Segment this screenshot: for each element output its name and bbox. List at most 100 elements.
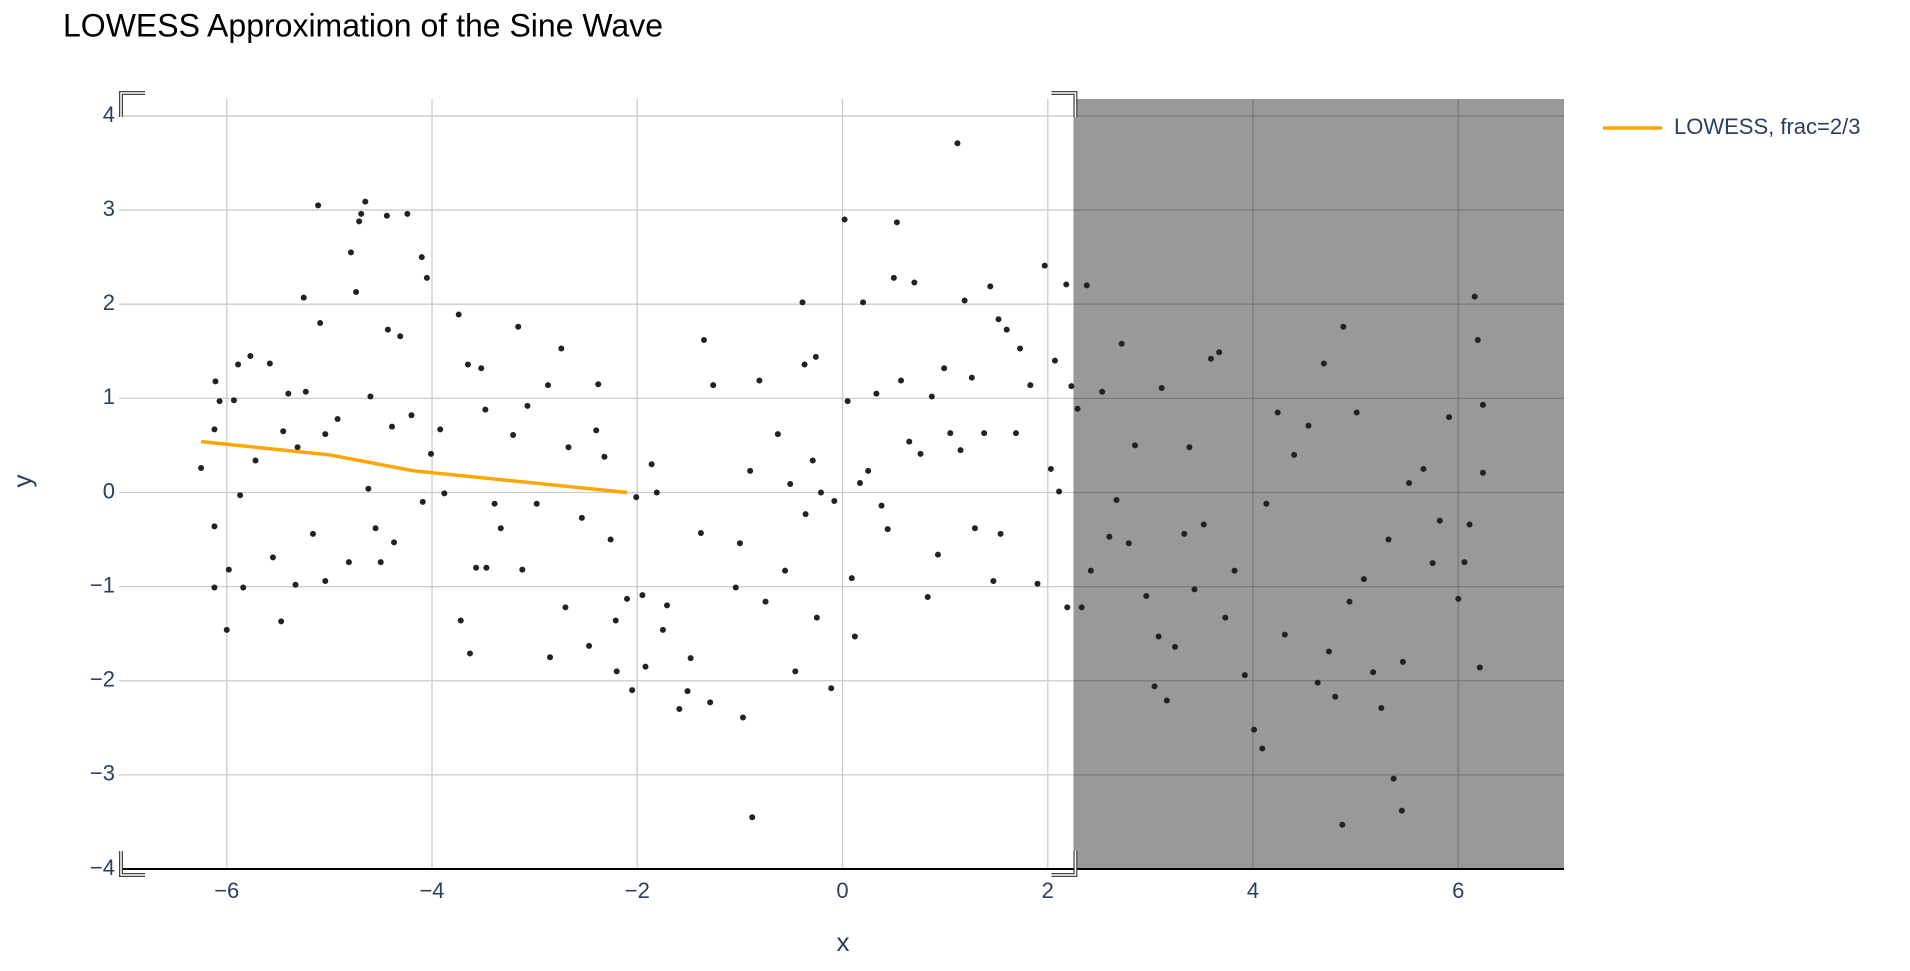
x-tick-label: −4 <box>419 878 444 903</box>
point <box>418 254 425 261</box>
point <box>1207 355 1214 362</box>
point <box>624 595 631 602</box>
point <box>1251 726 1258 733</box>
point <box>457 617 464 624</box>
point <box>1420 465 1427 472</box>
point <box>384 326 391 333</box>
point <box>987 283 994 290</box>
point <box>347 249 354 256</box>
point <box>1471 293 1478 300</box>
point <box>613 668 620 675</box>
point <box>300 294 307 301</box>
point <box>1163 697 1170 704</box>
point <box>198 464 205 471</box>
point <box>736 540 743 547</box>
point <box>1087 567 1094 574</box>
point <box>482 406 489 413</box>
point <box>924 593 931 600</box>
point <box>664 602 671 609</box>
y-tick-label: 0 <box>103 478 115 503</box>
point <box>558 345 565 352</box>
point <box>404 210 411 217</box>
legend-label: LOWESS, frac=2/3 <box>1674 114 1860 139</box>
point <box>997 530 1004 537</box>
point <box>1241 672 1248 679</box>
point <box>676 705 683 712</box>
point <box>941 365 948 372</box>
point <box>990 577 997 584</box>
point <box>1446 414 1453 421</box>
point <box>510 432 517 439</box>
point <box>961 297 968 304</box>
point <box>801 361 808 368</box>
point <box>593 427 600 434</box>
point <box>211 584 218 591</box>
point <box>235 361 242 368</box>
point <box>747 467 754 474</box>
point <box>749 814 756 821</box>
point <box>774 431 781 438</box>
point <box>1436 517 1443 524</box>
point <box>533 500 540 507</box>
point <box>464 361 471 368</box>
point <box>659 626 666 633</box>
y-tick-label: 3 <box>103 196 115 221</box>
x-tick-label: −2 <box>625 878 650 903</box>
point <box>1186 444 1193 451</box>
point <box>648 461 655 468</box>
point <box>362 198 369 205</box>
point <box>562 604 569 611</box>
point <box>211 426 218 433</box>
point <box>756 377 763 384</box>
point <box>519 566 526 573</box>
point <box>1385 536 1392 543</box>
point <box>633 494 640 501</box>
point <box>211 523 218 530</box>
point <box>1325 648 1332 655</box>
point <box>1305 422 1312 429</box>
point <box>223 626 230 633</box>
point <box>884 526 891 533</box>
point <box>1181 530 1188 537</box>
point <box>544 382 551 389</box>
point <box>1399 658 1406 665</box>
point <box>1051 357 1058 364</box>
point <box>278 618 285 625</box>
point <box>565 444 572 451</box>
point <box>1406 480 1413 487</box>
point <box>334 416 341 423</box>
point <box>1378 705 1385 712</box>
point <box>478 365 485 372</box>
point <box>1320 360 1327 367</box>
point <box>1200 521 1207 528</box>
point <box>917 450 924 457</box>
point <box>1056 488 1063 495</box>
point <box>684 688 691 695</box>
point <box>947 430 954 437</box>
point <box>1474 336 1481 343</box>
point <box>1479 469 1486 476</box>
x-tick-label: 0 <box>836 878 848 903</box>
point <box>968 374 975 381</box>
point <box>372 525 379 532</box>
point <box>928 393 935 400</box>
point <box>212 378 219 385</box>
point <box>739 714 746 721</box>
point <box>515 323 522 330</box>
point <box>865 467 872 474</box>
y-tick-label: −1 <box>90 572 115 597</box>
point <box>216 398 223 405</box>
point <box>873 390 880 397</box>
point <box>1132 442 1139 449</box>
point <box>1370 669 1377 676</box>
point <box>851 633 858 640</box>
point <box>280 428 287 435</box>
point <box>1274 409 1281 416</box>
point <box>1360 576 1367 583</box>
point <box>954 140 961 147</box>
point <box>437 426 444 433</box>
point <box>1398 807 1405 814</box>
point <box>841 216 848 223</box>
point <box>1281 631 1288 638</box>
y-axis-title: y <box>7 475 37 488</box>
